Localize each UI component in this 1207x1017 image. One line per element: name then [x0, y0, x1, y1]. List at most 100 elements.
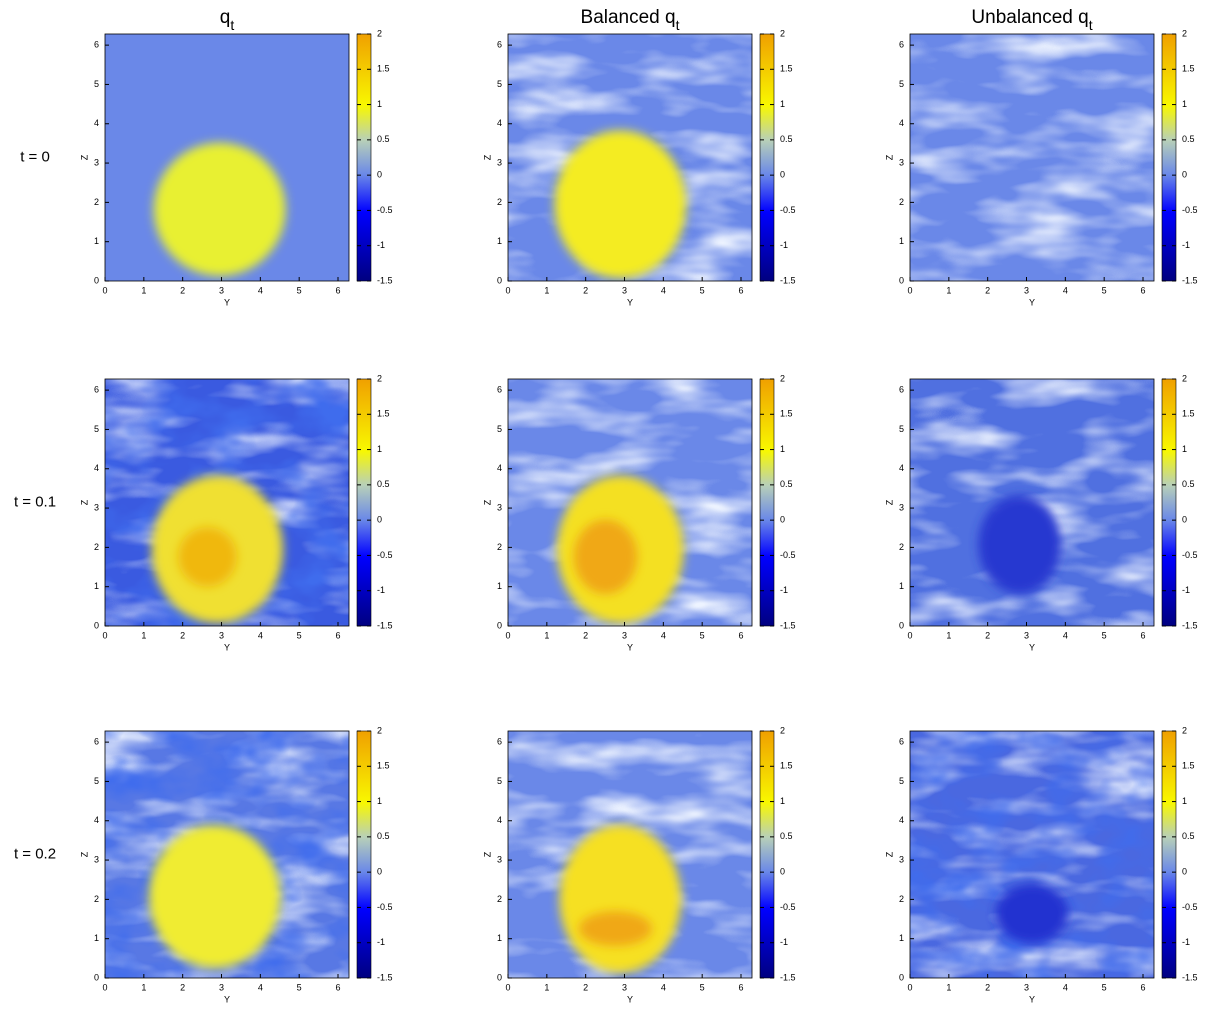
field-blob: [574, 520, 637, 594]
colorbar-tick-label: 0: [780, 867, 785, 877]
colorbar-tick-label: -1.5: [780, 972, 796, 982]
colorbar-tick-label: 0.5: [1182, 134, 1195, 144]
colorbar-tick-label: 2: [1182, 725, 1187, 735]
field-blob: [154, 143, 286, 276]
title-subscript: t: [1089, 17, 1093, 33]
y-tick-label: 5: [94, 424, 99, 434]
colorbar: [760, 731, 774, 978]
x-axis-label: Y: [1029, 297, 1035, 307]
y-axis-label: Z: [482, 851, 492, 857]
title-subscript: t: [230, 17, 234, 33]
y-tick-label: 3: [94, 157, 99, 167]
y-tick-label: 5: [497, 79, 502, 89]
x-tick-label: 1: [544, 285, 549, 295]
x-tick-label: 1: [544, 630, 549, 640]
colorbar-tick-label: -1.5: [1182, 620, 1198, 630]
colorbar-tick-label: 1.5: [1182, 409, 1195, 419]
x-axis-label: Y: [224, 297, 230, 307]
y-axis-label: Z: [884, 154, 894, 160]
y-axis-label: Z: [884, 499, 894, 505]
y-axis-label: Z: [79, 499, 89, 505]
colorbar-tick-label: -0.5: [780, 902, 796, 912]
heatmap-field: [105, 34, 349, 281]
y-tick-label: 3: [497, 854, 502, 864]
colorbar-tick-label: 1.5: [1182, 761, 1195, 771]
y-tick-label: 1: [94, 933, 99, 943]
y-tick-label: 6: [497, 40, 502, 50]
colorbar-tick-label: 2: [1182, 28, 1187, 38]
colorbar-tick-label: -0.5: [780, 550, 796, 560]
x-tick-label: 6: [336, 982, 341, 992]
y-tick-label: 4: [94, 815, 99, 825]
colorbar-tick-label: -1.5: [377, 972, 393, 982]
x-tick-label: 4: [1063, 630, 1068, 640]
y-tick-label: 4: [899, 815, 904, 825]
colorbar-tick-label: -0.5: [377, 550, 393, 560]
x-tick-label: 4: [661, 630, 666, 640]
colorbar-tick-label: 2: [377, 373, 382, 383]
x-tick-label: 2: [985, 982, 990, 992]
x-tick-label: 3: [1024, 630, 1029, 640]
colorbar-tick-label: 0: [377, 867, 382, 877]
y-tick-label: 1: [497, 581, 502, 591]
heatmap-panel: 01234560123456YZ-1.5-1-0.500.511.52: [482, 725, 795, 1004]
y-tick-label: 6: [94, 385, 99, 395]
colorbar-tick-label: -1.5: [780, 620, 796, 630]
colorbar-tick-label: 2: [377, 725, 382, 735]
x-tick-label: 0: [907, 982, 912, 992]
x-tick-label: 2: [583, 630, 588, 640]
colorbar-tick-label: 1: [377, 99, 382, 109]
y-tick-label: 0: [899, 620, 904, 630]
colorbar: [357, 379, 371, 626]
title-main: q: [220, 7, 231, 28]
colorbar-tick-label: 0.5: [1182, 831, 1195, 841]
colorbar-tick-label: 2: [377, 28, 382, 38]
y-tick-label: 2: [899, 542, 904, 552]
x-tick-label: 3: [622, 630, 627, 640]
colorbar-tick-label: 0.5: [377, 479, 390, 489]
x-tick-label: 2: [583, 285, 588, 295]
colorbar: [1162, 34, 1176, 281]
x-tick-label: 4: [661, 285, 666, 295]
heatmap-field: [105, 379, 349, 626]
x-tick-label: 2: [180, 982, 185, 992]
x-tick-label: 5: [297, 982, 302, 992]
column-title: Unbalanced qt: [971, 7, 1092, 33]
x-tick-label: 1: [946, 982, 951, 992]
x-axis-label: Y: [224, 642, 230, 652]
colorbar-tick-label: 2: [1182, 373, 1187, 383]
x-axis-label: Y: [627, 642, 633, 652]
colorbar: [1162, 379, 1176, 626]
x-tick-label: 3: [219, 982, 224, 992]
x-tick-label: 6: [336, 285, 341, 295]
y-axis-label: Z: [884, 851, 894, 857]
colorbar: [760, 379, 774, 626]
x-tick-label: 4: [1063, 982, 1068, 992]
colorbar-tick-label: 0: [1182, 170, 1187, 180]
colorbar-tick-label: 0.5: [780, 134, 793, 144]
x-tick-label: 4: [661, 982, 666, 992]
x-tick-label: 2: [180, 630, 185, 640]
y-tick-label: 5: [497, 776, 502, 786]
heatmap-field: [910, 34, 1154, 281]
heatmap-field: [105, 731, 349, 978]
title-main: Unbalanced q: [971, 7, 1088, 28]
field-blob: [149, 825, 281, 968]
colorbar-tick-label: 0.5: [1182, 479, 1195, 489]
colorbar: [357, 731, 371, 978]
y-tick-label: 1: [94, 236, 99, 246]
x-tick-label: 5: [1102, 982, 1107, 992]
x-tick-label: 4: [1063, 285, 1068, 295]
field-texture: [910, 34, 1154, 281]
x-tick-label: 1: [946, 630, 951, 640]
x-tick-label: 0: [505, 982, 510, 992]
colorbar-tick-label: 1: [377, 444, 382, 454]
field-blob: [978, 495, 1061, 594]
x-axis-label: Y: [627, 297, 633, 307]
colorbar-tick-label: 1: [780, 444, 785, 454]
x-tick-label: 2: [583, 982, 588, 992]
y-tick-label: 3: [94, 502, 99, 512]
y-tick-label: 2: [899, 894, 904, 904]
